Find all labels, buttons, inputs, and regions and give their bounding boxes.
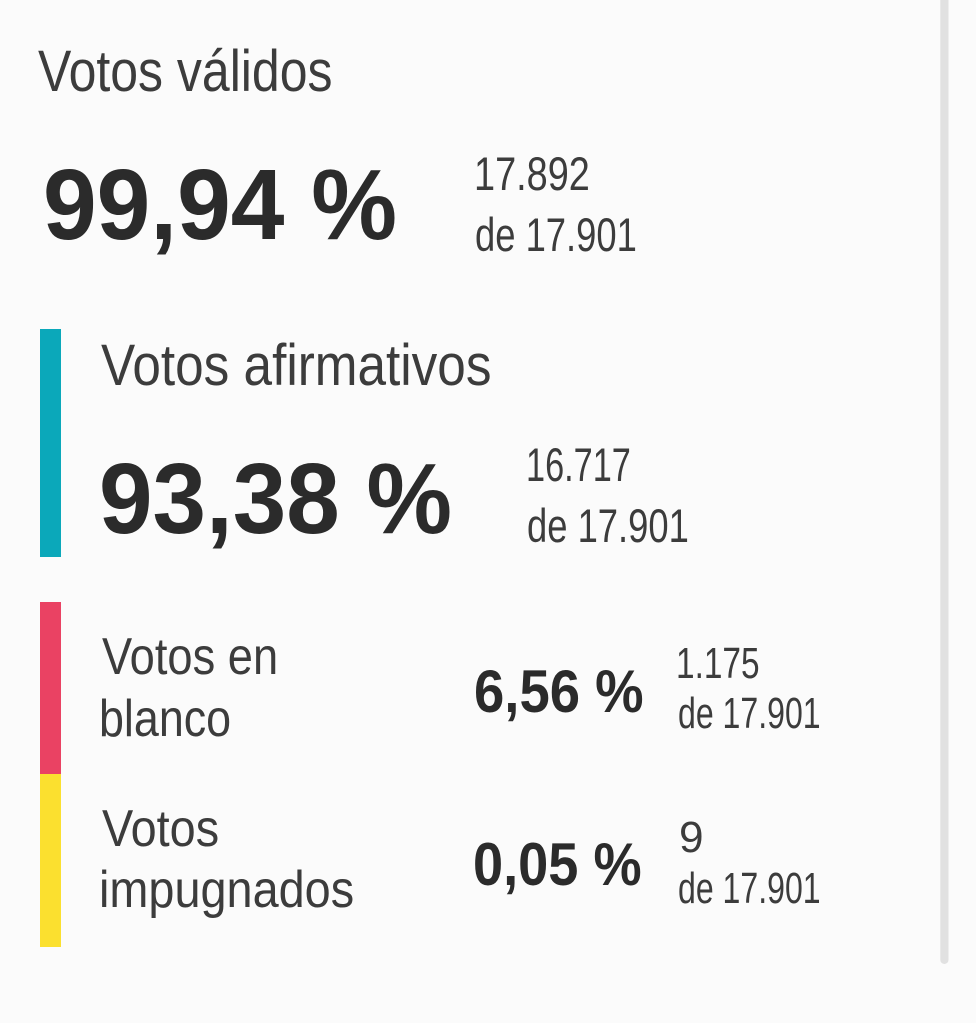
svg-text:Votos válidos: Votos válidos — [38, 39, 332, 104]
svg-text:9: 9 — [679, 814, 704, 862]
svg-text:99,94 %: 99,94 % — [43, 149, 397, 261]
svg-text:1.175: 1.175 — [676, 640, 760, 688]
svg-text:93,38 %: 93,38 % — [99, 443, 452, 555]
svg-text:blanco: blanco — [99, 690, 231, 748]
svg-text:6,56 %: 6,56 % — [474, 657, 644, 725]
svg-text:17.892: 17.892 — [474, 148, 590, 201]
svg-text:16.717: 16.717 — [526, 439, 631, 492]
svg-text:de 17.901: de 17.901 — [475, 209, 637, 262]
svg-text:Votos en: Votos en — [102, 628, 278, 686]
svg-text:de 17.901: de 17.901 — [678, 690, 821, 738]
svg-text:de 17.901: de 17.901 — [678, 865, 821, 913]
svg-text:Votos: Votos — [102, 800, 219, 858]
svg-text:0,05 %: 0,05 % — [473, 830, 642, 898]
svg-text:Votos afirmativos: Votos afirmativos — [101, 333, 491, 398]
svg-text:impugnados: impugnados — [99, 861, 354, 919]
svg-text:de 17.901: de 17.901 — [527, 500, 689, 553]
